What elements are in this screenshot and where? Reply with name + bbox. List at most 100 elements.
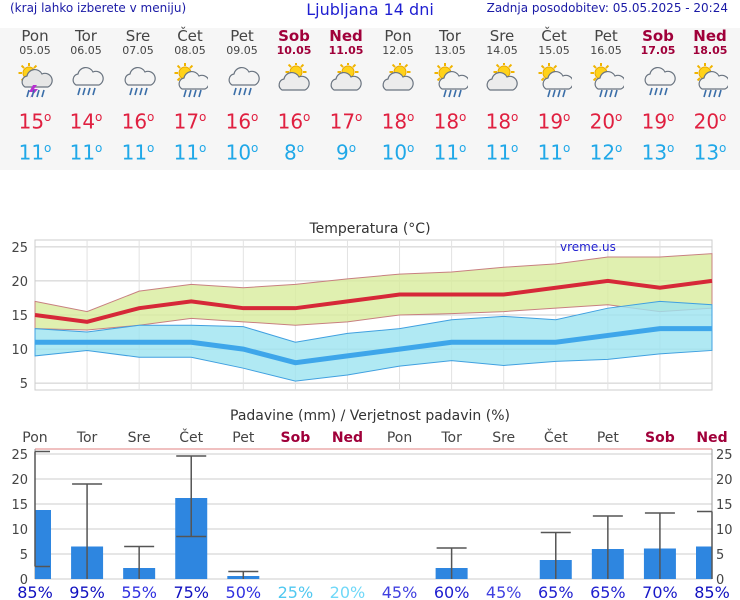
temp-min: 11o [60, 136, 112, 165]
day-name: Čet [177, 27, 203, 45]
degree-icon: o [511, 140, 519, 155]
degree-icon: o [44, 140, 52, 155]
temp-min-value: 9 [335, 140, 349, 165]
precipitation-probability: 55% [121, 583, 157, 600]
day-name: Čet [541, 27, 567, 45]
sun-cloud-icon [486, 63, 518, 91]
degree-icon: o [459, 110, 467, 124]
temp-max: 18o [476, 105, 528, 134]
x-tick-label: Ned [696, 430, 727, 446]
top-bar: (kraj lahko izberete v meniju) Ljubljana… [0, 0, 740, 22]
temp-min: 10o [216, 136, 268, 164]
precipitation-probability: 45% [382, 583, 418, 600]
day-date: 17.05 [640, 44, 676, 57]
rain-cloud-icon [644, 66, 676, 96]
rain-cloud-icon [228, 66, 260, 96]
precipitation-probability: 65% [538, 583, 574, 600]
y-tick-label-right: 25 [716, 448, 733, 463]
degree-icon: o [667, 140, 675, 155]
day-name: Ned [693, 27, 727, 45]
thunderstorm-icon [18, 63, 53, 98]
temp-max-value: 18 [433, 109, 460, 134]
y-tick-label-right: 20 [716, 473, 733, 488]
sun-cloud-icon [330, 63, 362, 91]
temp-min: 10o [372, 136, 424, 165]
precipitation-probability: 95% [69, 583, 105, 600]
temp-max-value: 16 [277, 109, 304, 134]
precipitation-probability: 60% [434, 583, 470, 600]
degree-icon: o [199, 140, 207, 155]
day-date: 10.05 [276, 44, 312, 57]
last-updated: Zadnja posodobitev: 05.05.2025 - 20:24 [486, 1, 728, 15]
day-name: Tor [439, 27, 461, 45]
day-forecast: Ned 18.05 20o 13o [684, 28, 736, 164]
degree-icon: o [719, 110, 727, 124]
day-name: Sre [489, 27, 515, 45]
day-date: 09.05 [226, 44, 258, 57]
degree-icon: o [563, 140, 571, 155]
sun-rain-cloud-icon [434, 63, 468, 98]
x-tick-label: Ned [332, 430, 363, 446]
temp-min: 13o [632, 136, 684, 164]
y-tick-label: 25 [11, 448, 28, 463]
day-date: 08.05 [174, 44, 206, 57]
temp-min-value: 10 [381, 140, 408, 165]
precipitation-chart-title: Padavine (mm) / Verjetnost padavin (%) [230, 408, 510, 424]
x-tick-label: Sre [128, 430, 151, 446]
temp-min-value: 11 [537, 140, 564, 165]
degree-icon: o [719, 140, 727, 155]
day-name: Tor [75, 27, 97, 45]
y-tick-label: 15 [11, 309, 28, 324]
day-date: 14.05 [486, 44, 518, 57]
sun-rain-cloud-icon [694, 63, 728, 98]
precipitation-probability: 45% [486, 583, 522, 600]
degree-icon: o [251, 110, 259, 124]
temp-min-value: 11 [69, 140, 96, 165]
temp-min-value: 11 [121, 140, 148, 165]
temp-min-value: 11 [485, 140, 512, 165]
day-forecast: Tor 06.05 14o 11o [60, 28, 112, 164]
temp-min: 13o [684, 136, 736, 164]
temp-max-value: 16 [121, 109, 148, 134]
y-tick-label-right: 15 [716, 498, 733, 513]
precipitation-probability: 75% [173, 583, 209, 600]
day-name: Sob [278, 27, 310, 45]
temp-min-value: 11 [18, 140, 45, 165]
temp-max-value: 16 [225, 109, 252, 134]
day-date: 12.05 [382, 44, 414, 57]
temp-max-value: 20 [589, 109, 616, 134]
day-date: 16.05 [590, 44, 622, 57]
degree-icon: o [147, 140, 155, 155]
x-tick-label: Pet [597, 430, 620, 446]
temp-max: 14o [60, 105, 112, 134]
y-tick-label-right: 10 [716, 523, 733, 538]
menu-hint: (kraj lahko izberete v meniju) [10, 1, 187, 15]
temp-min: 11o [424, 136, 476, 164]
temp-min: 11o [112, 136, 164, 165]
temp-max-value: 15 [18, 109, 45, 134]
degree-icon: o [95, 110, 103, 124]
page-title: Ljubljana 14 dni [306, 0, 434, 19]
day-forecast: Pet 16.05 20o 12o [580, 28, 632, 164]
temp-min: 9o [320, 136, 372, 165]
temp-max: 19o [528, 105, 580, 134]
day-name: Pet [230, 27, 254, 45]
precipitation-bar [696, 546, 712, 579]
precipitation-chart: Padavine (mm) / Verjetnost padavin (%) Po… [11, 408, 733, 600]
day-date: 06.05 [70, 44, 102, 57]
degree-icon: o [355, 110, 363, 124]
sun-rain-cloud-icon [590, 63, 624, 98]
temp-max: 15o [9, 105, 61, 134]
rain-cloud-icon [72, 66, 104, 96]
temp-max-value: 17 [173, 109, 200, 134]
day-name: Sob [642, 27, 674, 45]
temp-max: 17o [164, 105, 216, 134]
day-forecast: Pet 09.05 16o 10o [216, 28, 268, 164]
temp-max-value: 19 [537, 109, 564, 134]
degree-icon: o [296, 140, 305, 155]
temp-min-value: 12 [589, 140, 616, 165]
precipitation-probability: 65% [590, 583, 626, 600]
day-forecast: Ned 11.05 17o 9o [320, 28, 372, 165]
min-temp-range-band [34, 300, 713, 382]
temp-min: 12o [580, 136, 632, 165]
